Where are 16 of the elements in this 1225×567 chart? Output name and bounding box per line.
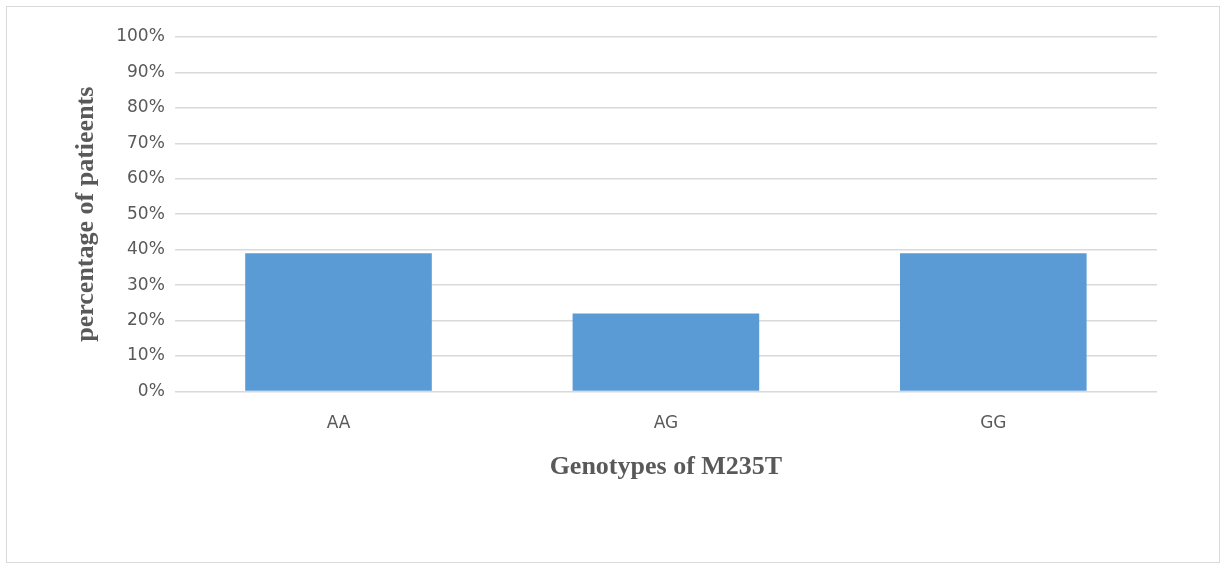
y-tick-label: 40% <box>127 238 165 259</box>
y-tick-label: 20% <box>127 308 165 329</box>
y-tick-label: 10% <box>127 344 165 365</box>
y-tick-label: 100% <box>116 25 165 46</box>
x-tick-label: AA <box>326 412 351 433</box>
y-tick-label: 50% <box>127 202 165 223</box>
y-tick-label: 80% <box>127 96 165 117</box>
y-tick-label: 0% <box>137 379 165 400</box>
x-axis-title: Genotypes of M235T <box>549 451 783 481</box>
y-tick-label: 30% <box>127 273 165 294</box>
x-tick-label: AG <box>653 412 679 433</box>
y-tick-label: 90% <box>127 60 165 81</box>
y-tick-label: 60% <box>127 167 165 188</box>
y-tick-label: 70% <box>127 131 165 152</box>
y-axis-title: percentage of patieents <box>70 86 100 342</box>
x-tick-label: GG <box>980 412 1007 433</box>
